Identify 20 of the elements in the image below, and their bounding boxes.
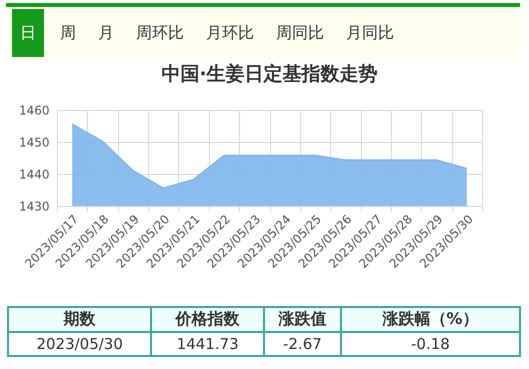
text: 月同比 xyxy=(346,22,394,44)
text: 期数 xyxy=(8,307,152,332)
text: 涨跌幅（%） xyxy=(340,307,520,332)
text: 1441.73 xyxy=(151,332,264,356)
chart-title: 中国·生姜日定基指数走势 xyxy=(161,63,378,85)
text: 价格指数 xyxy=(151,307,264,332)
text: -2.67 xyxy=(264,332,341,356)
text: 月环比 xyxy=(206,22,254,44)
y-tick-label: 1430 xyxy=(18,200,50,214)
text: 周环比 xyxy=(136,22,184,44)
text: 周 xyxy=(60,22,76,44)
text: 月 xyxy=(98,22,114,44)
text: -0.18 xyxy=(340,332,520,356)
y-tick-label: 1440 xyxy=(18,168,50,182)
text: 周同比 xyxy=(276,22,324,44)
text: 2023/05/30 xyxy=(8,332,152,356)
text: 涨跌值 xyxy=(264,307,341,332)
y-tick-label: 1460 xyxy=(18,104,50,118)
y-tick-label: 1450 xyxy=(18,136,50,150)
text: 日 xyxy=(12,9,44,57)
